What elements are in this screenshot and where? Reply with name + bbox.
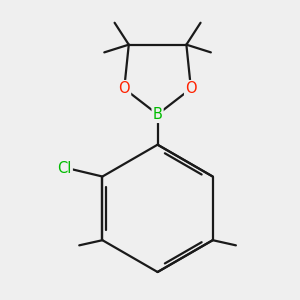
Text: O: O xyxy=(185,81,197,96)
Text: B: B xyxy=(153,107,163,122)
Text: Cl: Cl xyxy=(57,161,72,176)
Text: O: O xyxy=(118,81,130,96)
